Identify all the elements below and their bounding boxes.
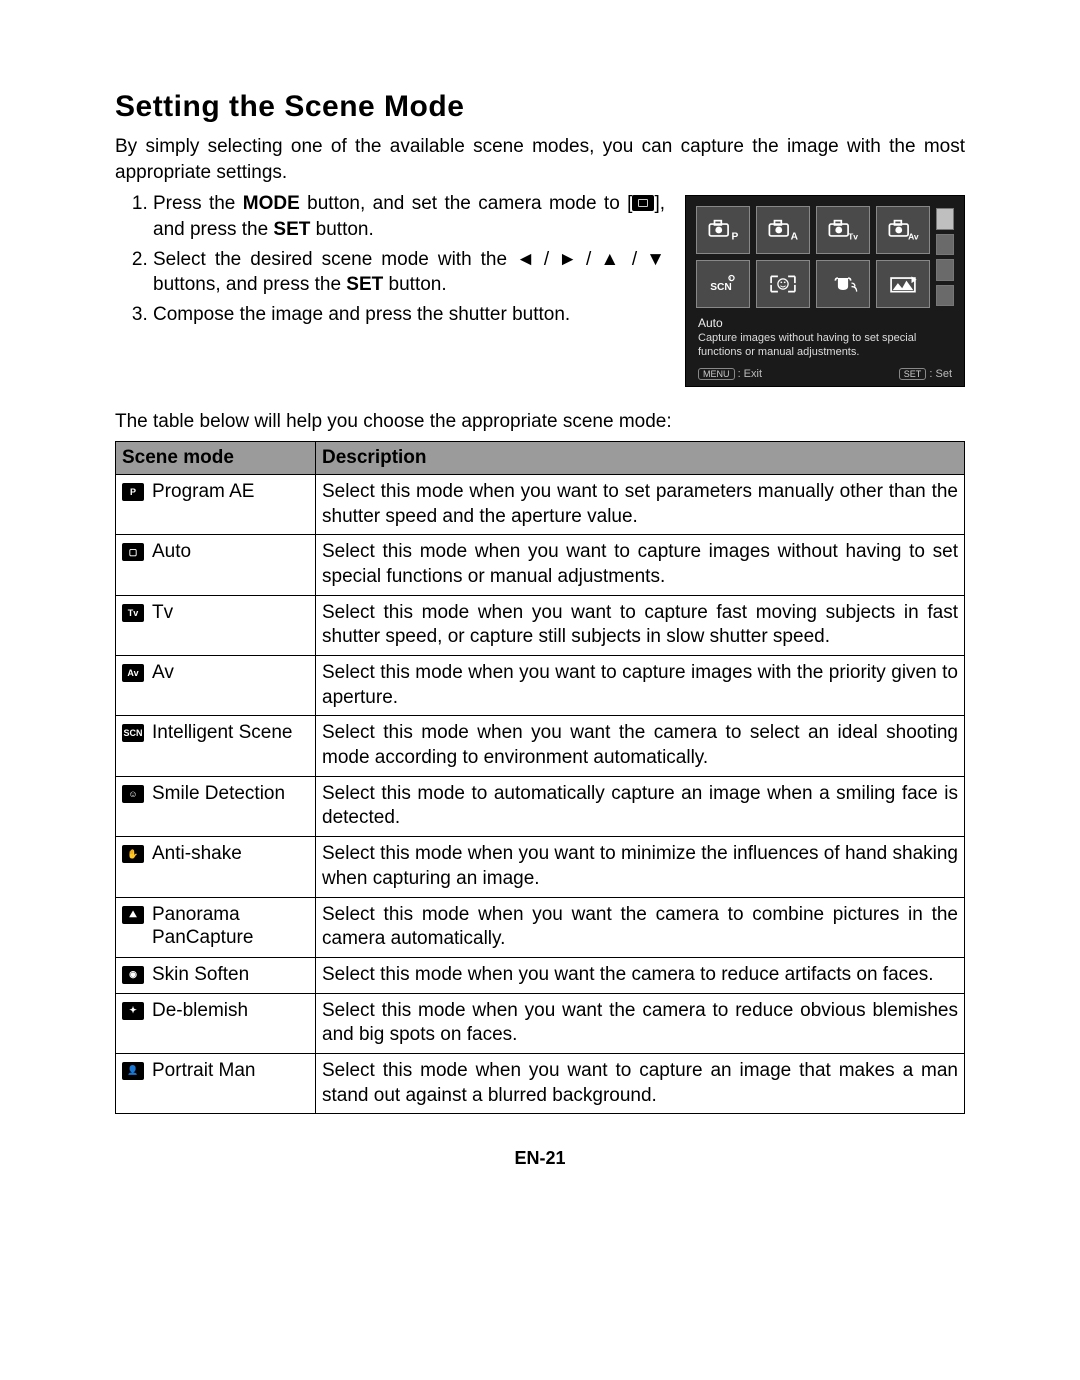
tile-scn: SCNi xyxy=(696,260,750,308)
mode-desc: Select this mode when you want the camer… xyxy=(316,716,965,776)
mode-icon: ◉ xyxy=(122,966,144,984)
mode-icon: Av xyxy=(122,664,144,682)
mode-icon: ⛰ xyxy=(122,906,144,924)
mode-desc: Select this mode when you want the camer… xyxy=(316,897,965,957)
table-row: P Program AE Select this mode when you wan… xyxy=(116,474,965,534)
mode-desc: Select this mode to automatically captur… xyxy=(316,776,965,836)
mode-icon: ✦ xyxy=(122,1002,144,1020)
mode-cell: 👤 Portrait Man xyxy=(116,1053,316,1113)
page-number: EN-21 xyxy=(115,1148,965,1169)
table-row: ⛰ Panorama PanCaptureSelect this mode whe… xyxy=(116,897,965,957)
camera-mode-icon xyxy=(632,195,654,211)
intro-text: By simply selecting one of the available… xyxy=(115,134,965,185)
step-2: Select the desired scene mode with the ◄… xyxy=(153,247,665,298)
svg-text:P: P xyxy=(732,232,739,243)
mode-name: Panorama PanCapture xyxy=(152,903,309,951)
table-row: ✦ De-blemish Select this mode when you wan… xyxy=(116,993,965,1053)
mode-cell: ✋ Anti-shake xyxy=(116,837,316,897)
svg-text:A: A xyxy=(791,232,799,243)
mode-icon: ☺ xyxy=(122,785,144,803)
scene-table: Scene mode Description P Program AE Select… xyxy=(115,441,965,1114)
table-row: ✋ Anti-shake Select this mode when you wan… xyxy=(116,837,965,897)
mode-icon: ✋ xyxy=(122,845,144,863)
lcd-mode-label: Auto xyxy=(698,316,954,330)
table-row: Tv Tv Select this mode when you want to ca… xyxy=(116,595,965,655)
col-mode: Scene mode xyxy=(116,441,316,474)
mode-cell: Av Av xyxy=(116,656,316,716)
svg-text:SCN: SCN xyxy=(710,282,732,293)
mode-desc: Select this mode when you want to captur… xyxy=(316,595,965,655)
mode-name: Anti-shake xyxy=(152,842,242,866)
table-row: ☺ Smile Detection Select this mode to auto… xyxy=(116,776,965,836)
mode-cell: ▢ Auto xyxy=(116,535,316,595)
mode-icon: ▢ xyxy=(122,543,144,561)
mode-cell: ✦ De-blemish xyxy=(116,993,316,1053)
step-1: Press the MODE button, and set the camer… xyxy=(153,191,665,242)
svg-text:Tv: Tv xyxy=(848,232,858,242)
tile-av: Av xyxy=(876,206,930,254)
mode-cell: ⛰ Panorama PanCapture xyxy=(116,897,316,957)
table-intro: The table below will help you choose the… xyxy=(115,411,965,433)
mode-cell: Tv Tv xyxy=(116,595,316,655)
mode-cell: P Program AE xyxy=(116,474,316,534)
col-desc: Description xyxy=(316,441,965,474)
tile-antishake xyxy=(816,260,870,308)
table-row: 👤 Portrait Man Select this mode when you w… xyxy=(116,1053,965,1113)
tile-smile xyxy=(756,260,810,308)
mode-cell: SCN Intelligent Scene xyxy=(116,716,316,776)
mode-icon: SCN xyxy=(122,724,144,742)
svg-text:Av: Av xyxy=(908,232,919,242)
step-3: Compose the image and press the shutter … xyxy=(153,302,665,328)
mode-icon: 👤 xyxy=(122,1062,144,1080)
mode-name: Skin Soften xyxy=(152,963,249,987)
mode-cell: ◉ Skin Soften xyxy=(116,957,316,993)
mode-icon: P xyxy=(122,483,144,501)
mode-name: Program AE xyxy=(152,480,254,504)
lcd-mode-desc: Capture images without having to set spe… xyxy=(698,332,952,360)
table-row: Av Av Select this mode when you want to ca… xyxy=(116,656,965,716)
mode-desc: Select this mode when you want to captur… xyxy=(316,535,965,595)
mode-name: Portrait Man xyxy=(152,1059,255,1083)
lcd-footer: MENU : Exit SET : Set xyxy=(696,366,954,380)
mode-name: Av xyxy=(152,661,174,685)
steps-list: Press the MODE button, and set the camer… xyxy=(115,191,665,331)
mode-desc: Select this mode when you want to set pa… xyxy=(316,474,965,534)
mode-desc: Select this mode when you want to captur… xyxy=(316,656,965,716)
mode-name: De-blemish xyxy=(152,999,248,1023)
page-title: Setting the Scene Mode xyxy=(115,90,965,124)
table-row: ▢ Auto Select this mode when you want to c… xyxy=(116,535,965,595)
mode-name: Auto xyxy=(152,540,191,564)
mode-cell: ☺ Smile Detection xyxy=(116,776,316,836)
mode-desc: Select this mode when you want the camer… xyxy=(316,993,965,1053)
mode-name: Intelligent Scene xyxy=(152,721,293,745)
tile-panorama xyxy=(876,260,930,308)
table-row: SCN Intelligent Scene Select this mode whe… xyxy=(116,716,965,776)
mode-desc: Select this mode when you want the camer… xyxy=(316,957,965,993)
table-row: ◉ Skin Soften Select this mode when you wa… xyxy=(116,957,965,993)
lcd-sidebar xyxy=(936,206,954,308)
tile-a: A xyxy=(756,206,810,254)
mode-icon: Tv xyxy=(122,604,144,622)
mode-desc: Select this mode when you want to captur… xyxy=(316,1053,965,1113)
mode-name: Smile Detection xyxy=(152,782,285,806)
mode-name: Tv xyxy=(152,601,173,625)
camera-lcd: P A Tv Av SCNi xyxy=(685,195,965,387)
tile-p: P xyxy=(696,206,750,254)
svg-text:i: i xyxy=(730,277,731,283)
tile-tv: Tv xyxy=(816,206,870,254)
mode-desc: Select this mode when you want to minimi… xyxy=(316,837,965,897)
